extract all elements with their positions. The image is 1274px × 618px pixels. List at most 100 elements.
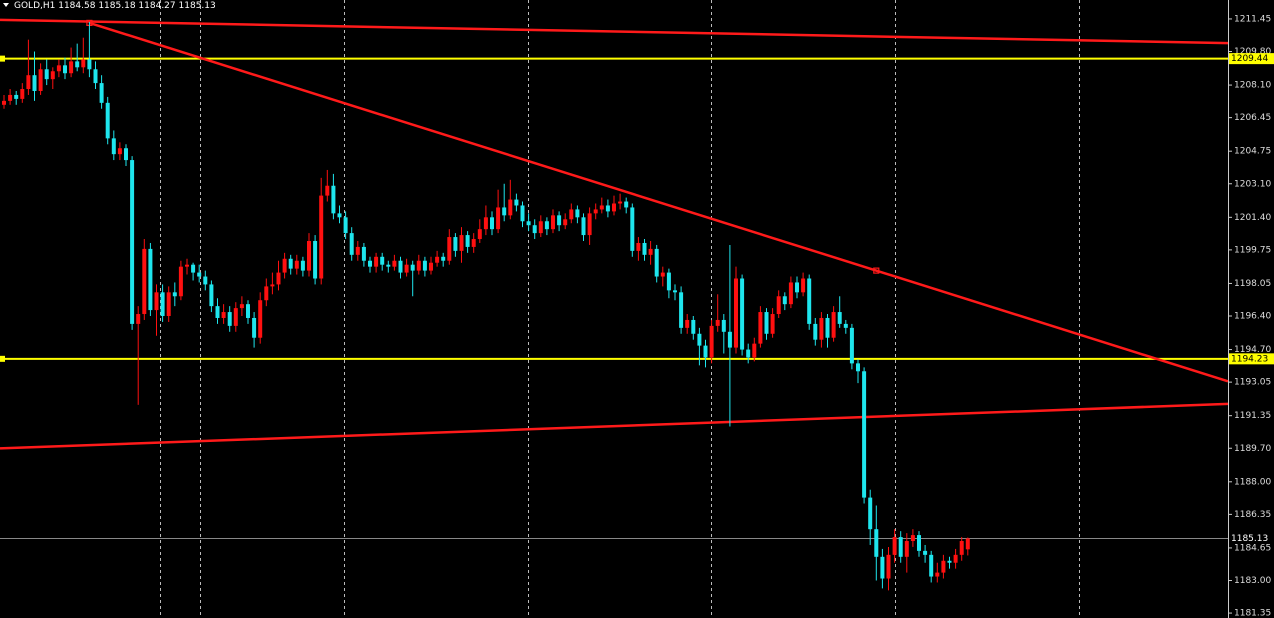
candle-body [215, 306, 220, 318]
candle-body [660, 272, 665, 277]
candle-body [788, 282, 793, 305]
candle-body [38, 69, 43, 91]
candle-body [294, 260, 299, 269]
candle-body [605, 205, 610, 212]
candle-body [288, 258, 293, 269]
line-handle [0, 55, 5, 62]
candle-body [862, 371, 867, 498]
y-tick-label: 1209.80 [1234, 47, 1271, 57]
candle-body [252, 317, 257, 338]
candle-body [831, 312, 836, 338]
candle-body [209, 284, 214, 307]
y-tick-label: 1189.70 [1234, 444, 1271, 454]
candle-body [691, 319, 696, 334]
y-tick-label: 1199.75 [1234, 245, 1271, 255]
y-tick-label: 1201.40 [1234, 213, 1271, 223]
candle-body [929, 554, 934, 577]
line-handle [0, 355, 5, 362]
candle-body [593, 209, 598, 214]
candle-body [874, 529, 879, 557]
candle-body [166, 292, 171, 317]
trend-line [0, 402, 1229, 450]
y-tick-label: 1203.10 [1234, 179, 1271, 189]
candle-body [599, 205, 604, 210]
candle-body [459, 235, 464, 251]
candle-body [551, 215, 555, 230]
candle-body [575, 209, 580, 218]
candle-body [392, 260, 397, 267]
candle-body [813, 323, 818, 340]
candle-body [673, 290, 677, 293]
menu-arrow[interactable] [3, 3, 9, 7]
candle-body [276, 272, 281, 285]
candle-body [477, 229, 482, 240]
candle-body [319, 195, 324, 279]
candle-body [703, 345, 708, 358]
candle-body [941, 560, 946, 573]
candle-body [892, 537, 897, 555]
candle-body [239, 304, 244, 309]
candle-body [843, 323, 848, 328]
y-tick-label: 1181.35 [1234, 609, 1271, 618]
candle-body [398, 260, 403, 273]
candle-body [910, 535, 915, 542]
candle-body [26, 75, 31, 90]
candle-body [715, 319, 720, 326]
candle-body [32, 75, 37, 91]
candle-body [142, 248, 147, 315]
candle-body [404, 264, 409, 273]
candle-body [471, 239, 476, 247]
candle-body [270, 284, 275, 287]
candle-body [172, 292, 177, 297]
candle-body [465, 235, 470, 247]
price-label: 1185.13 [1231, 534, 1268, 544]
candle-body [752, 343, 757, 358]
candle-body [587, 213, 592, 236]
y-tick-label: 1194.70 [1234, 345, 1271, 355]
candle-body [361, 246, 366, 261]
y-tick-label: 1204.75 [1234, 147, 1271, 157]
close: 1185.13 [179, 1, 216, 11]
candle-body [666, 272, 671, 291]
candle-body [502, 207, 507, 216]
candle-body [654, 248, 659, 277]
candle-body [441, 256, 446, 261]
y-tick-label: 1191.35 [1234, 411, 1271, 421]
candle-body [246, 304, 250, 318]
candle-body [300, 260, 305, 271]
candle-body [8, 94, 13, 101]
candle-body [648, 248, 653, 255]
candle-body [160, 292, 165, 317]
y-tick-label: 1198.05 [1234, 279, 1271, 289]
candle-body [227, 312, 232, 326]
candle-body [630, 207, 635, 251]
open: 1184.58 [58, 1, 95, 11]
candle-body [734, 278, 738, 348]
candle-body [313, 241, 318, 279]
candle-body [953, 554, 958, 563]
candle-body [581, 217, 586, 236]
candle-body [770, 314, 775, 334]
candle-body [355, 246, 360, 255]
candle-body [435, 256, 440, 263]
candle-body [307, 241, 311, 271]
candle-body [203, 276, 208, 285]
trend-anchor [873, 267, 880, 274]
candle-body [191, 264, 196, 273]
chart-header: GOLD,H1 1184.58 1185.18 1184.27 1185.13 [14, 1, 216, 11]
candle-body [746, 349, 751, 358]
candle-body [20, 89, 25, 99]
candle-body [947, 560, 952, 563]
candle-body [508, 199, 513, 216]
candle-body [63, 65, 67, 74]
candle-body [148, 248, 153, 311]
candle-body [130, 160, 135, 324]
candle-body [697, 333, 702, 346]
candle-body [117, 148, 122, 155]
candle-body [75, 61, 80, 68]
candle-body [532, 225, 537, 234]
candle-body [935, 572, 940, 577]
candle-body [105, 102, 110, 139]
